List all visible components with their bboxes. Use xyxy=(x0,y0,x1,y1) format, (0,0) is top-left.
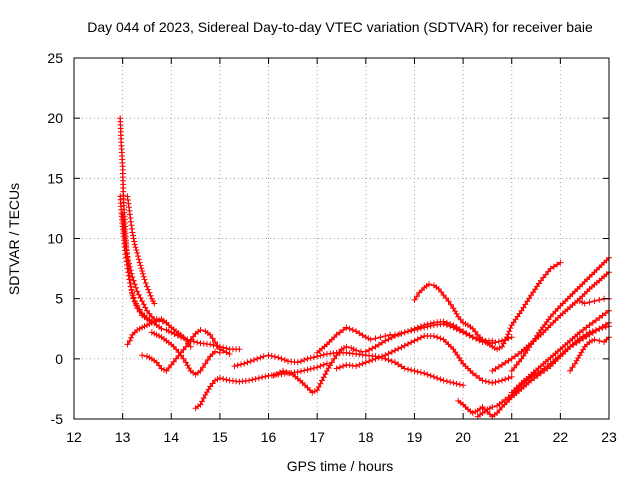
y-axis-label: SDTVAR / TECUs xyxy=(6,183,22,295)
x-tick-label: 18 xyxy=(358,429,374,445)
chart-title: Day 044 of 2023, Sidereal Day-to-day VTE… xyxy=(87,19,593,35)
markers-arc-a xyxy=(117,193,243,353)
x-tick-label: 19 xyxy=(407,429,423,445)
markers-arc-c xyxy=(124,193,158,307)
y-tick-label: -5 xyxy=(51,411,64,427)
y-axis-tick-labels: -5 0 5 10 15 20 25 xyxy=(47,50,63,427)
x-axis-label: GPS time / hours xyxy=(287,458,394,474)
y-tick-label: 20 xyxy=(47,110,63,126)
x-tick-label: 23 xyxy=(601,429,617,445)
markers-arc-l xyxy=(411,259,564,353)
markers-arc-k xyxy=(333,333,515,386)
data-markers xyxy=(117,115,612,420)
x-tick-label: 17 xyxy=(309,429,325,445)
series-arc-spike xyxy=(119,117,168,324)
gridlines xyxy=(74,58,609,419)
series-arc-a xyxy=(119,195,241,350)
y-tick-label: 15 xyxy=(47,170,63,186)
markers-arc-p xyxy=(508,307,612,396)
x-tick-label: 12 xyxy=(66,429,82,445)
y-tick-label: 5 xyxy=(55,291,63,307)
markers-arc-d xyxy=(124,316,194,350)
x-tick-label: 13 xyxy=(115,429,131,445)
markers-arc-q xyxy=(508,254,612,374)
x-tick-label: 21 xyxy=(504,429,520,445)
x-axis-tick-labels: 12 13 14 15 16 17 18 19 20 21 22 23 xyxy=(66,429,617,445)
markers-arc-g xyxy=(192,360,330,412)
x-tick-label: 14 xyxy=(163,429,179,445)
x-tick-label: 15 xyxy=(212,429,228,445)
x-tick-label: 20 xyxy=(455,429,471,445)
markers-arc-j xyxy=(314,318,515,356)
markers-arc-r xyxy=(567,334,612,374)
y-tick-label: 10 xyxy=(47,231,63,247)
axis-ticks xyxy=(73,57,610,420)
markers-arc-b xyxy=(119,211,158,323)
y-tick-label: 25 xyxy=(47,50,63,66)
x-tick-label: 22 xyxy=(553,429,569,445)
y-tick-label: 0 xyxy=(55,351,63,367)
markers-arc-spike xyxy=(117,115,170,326)
markers-arc-f xyxy=(148,329,223,378)
markers-arc-h xyxy=(231,349,467,389)
x-tick-label: 16 xyxy=(261,429,277,445)
